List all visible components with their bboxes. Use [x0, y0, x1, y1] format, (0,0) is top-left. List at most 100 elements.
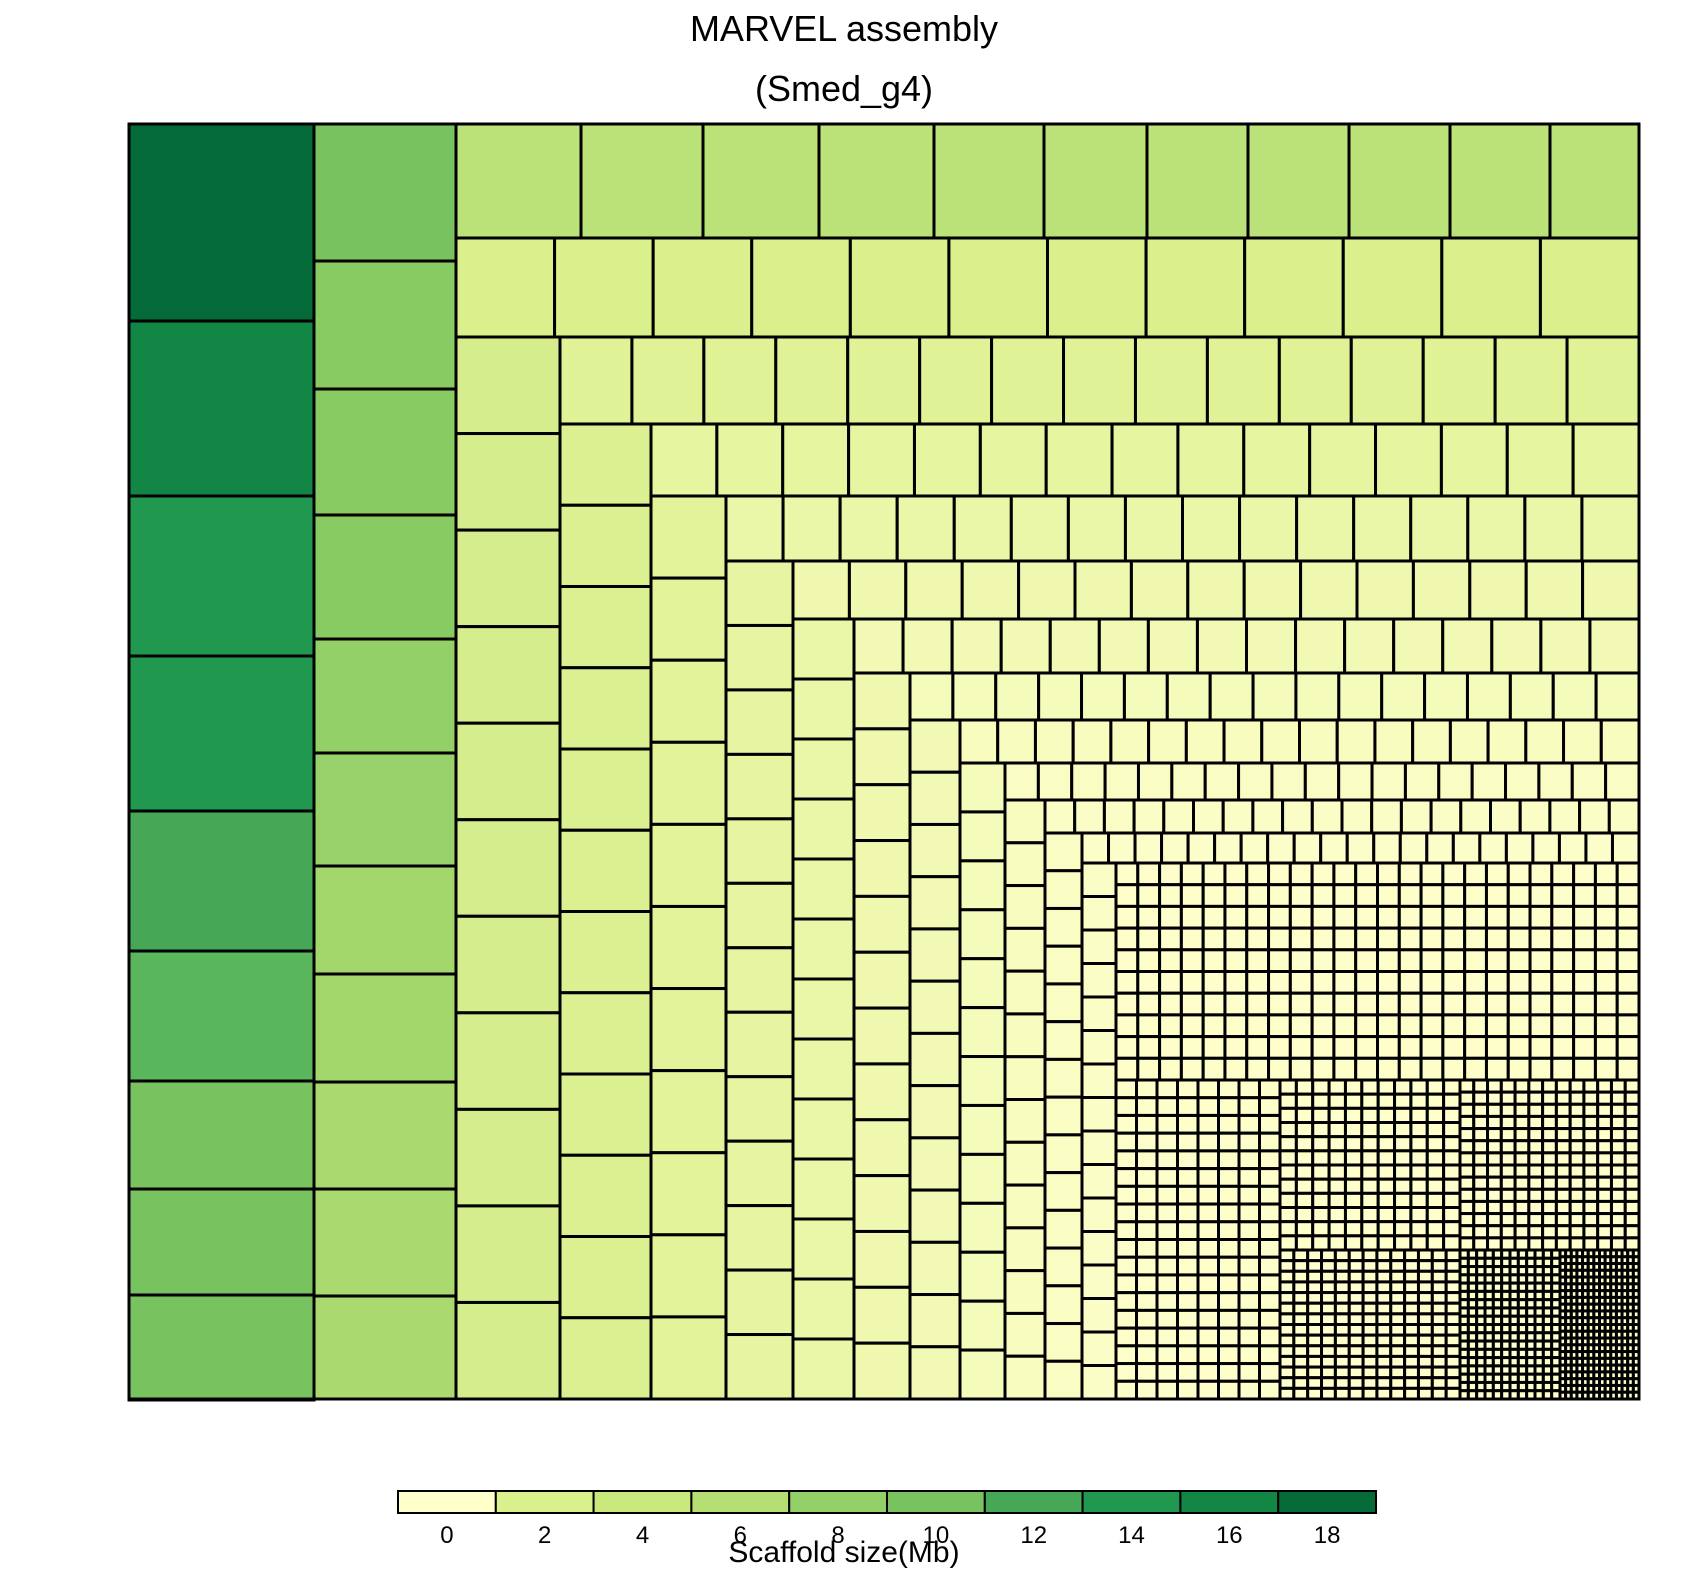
scaffold-tile [958, 908, 1007, 961]
scaffold-tile [852, 1006, 912, 1066]
scaffold-tile [454, 1107, 562, 1208]
scaffold-tile [958, 1299, 1007, 1352]
scaffold-tile [1186, 559, 1246, 621]
scaffold-tile [127, 809, 316, 953]
chart-subtitle: (Smed_g4) [754, 68, 934, 109]
scaffold-tile [454, 335, 562, 436]
scaffold-tile [852, 1285, 912, 1345]
scaffold-tile [791, 737, 856, 801]
scaffold-tile [454, 721, 562, 822]
scaffold-tile [558, 1316, 653, 1401]
scaffold-tile [1003, 926, 1047, 973]
legend-swatch [1277, 1490, 1377, 1514]
scaffold-tile [312, 972, 458, 1084]
scaffold-tile [649, 658, 728, 744]
scaffold-tile [724, 1010, 795, 1079]
scaffold-tile [1524, 718, 1566, 765]
scaffold-tile [838, 494, 899, 563]
scaffold-tile [1043, 944, 1084, 986]
scaffold-tile [1337, 761, 1374, 802]
scaffold-tile [848, 236, 951, 339]
scaffold-tile [1080, 671, 1126, 722]
scaffold-tile [1195, 617, 1248, 675]
scaffold-tile [958, 718, 1000, 765]
legend-swatch [983, 1490, 1084, 1514]
scaffold-tile [1046, 236, 1148, 339]
legend-tick-label: 4 [636, 1522, 649, 1549]
scaffold-tile [1341, 236, 1444, 339]
chart-title: MARVEL assembly [689, 8, 999, 49]
legend-swatch [788, 1490, 889, 1514]
plot-frame [127, 122, 1641, 1401]
scaffold-tile [1295, 494, 1356, 563]
scaffold-tile [1538, 236, 1641, 339]
scaffold-tile [1588, 617, 1641, 675]
scaffold-tile [1237, 761, 1274, 802]
scaffold-tile [791, 977, 856, 1041]
legend-tick-label: 14 [1118, 1522, 1145, 1549]
legend-swatch [397, 1490, 497, 1514]
scaffold-tile [312, 1080, 458, 1191]
scaffold-tile [1504, 761, 1541, 802]
scaffold-tile [1042, 122, 1149, 240]
scaffold-tile [312, 637, 458, 755]
scaffold-tile [852, 894, 912, 954]
scaffold-tile [649, 987, 728, 1073]
scaffold-tile [996, 718, 1037, 765]
scaffold-tile [558, 666, 653, 751]
scaffold-tile [908, 1031, 962, 1088]
scaffold-tile [1165, 671, 1212, 722]
scaffold-tile [1205, 335, 1281, 426]
scaffold-tile [1352, 494, 1413, 563]
scaffold-tile [312, 122, 458, 263]
scaffold-tile [1144, 236, 1247, 339]
scaffold-tile [724, 817, 795, 885]
legend-tick-label: 0 [440, 1522, 453, 1549]
scaffold-tile [1537, 761, 1574, 802]
scaffold-tile [649, 422, 719, 498]
scaffold-tile [454, 818, 562, 918]
scaffold-tile [852, 1341, 912, 1401]
scaffold-tile [1080, 861, 1118, 898]
legend-swatch [1179, 1490, 1280, 1514]
scaffold-tile [651, 236, 754, 339]
scaffold-tile [1123, 494, 1184, 563]
legend-swatch [690, 1490, 791, 1514]
scaffold-tile [1421, 335, 1497, 426]
scaffold-tile [1181, 494, 1242, 563]
scaffold-tile [724, 1204, 795, 1272]
scaffold-tile [630, 335, 706, 426]
scaffold-tile [1294, 617, 1347, 675]
scaffold-tile [1037, 671, 1084, 722]
scaffold-tile [791, 559, 851, 621]
legend-swatch [592, 1490, 693, 1514]
scaffold-tile [454, 1300, 562, 1401]
legend-tick-label: 8 [831, 1522, 844, 1549]
scaffold-tile [791, 1217, 856, 1281]
scaffold-tile [1448, 122, 1552, 240]
scaffold-tile [1103, 761, 1140, 802]
legend-tick-label: 6 [734, 1522, 747, 1549]
scaffold-tile [454, 1204, 562, 1304]
scaffold-tile [1044, 422, 1114, 498]
scaffold-tile [1107, 831, 1137, 865]
scaffold-tile [1303, 761, 1341, 802]
scaffold-tile [558, 1072, 653, 1157]
legend-tick-label: 12 [1020, 1522, 1047, 1549]
scaffold-tile [127, 949, 316, 1083]
scaffold-tile [1129, 559, 1190, 621]
scaffold-tile [852, 727, 912, 787]
scaffold-tile [1505, 422, 1575, 498]
scaffold-tile [1080, 928, 1118, 965]
scaffold-tile [312, 259, 458, 391]
scaffold-tile [558, 335, 634, 426]
scaffold-tile [852, 1229, 912, 1289]
scaffold-tile [558, 910, 653, 995]
scaffold-tile [1531, 831, 1561, 865]
scaffold-tile [1238, 494, 1299, 563]
scaffold-tile [1043, 798, 1077, 835]
scaffold-tile [1003, 1311, 1047, 1358]
scaffold-tile [1043, 1246, 1084, 1288]
scaffold-tile [312, 387, 458, 517]
